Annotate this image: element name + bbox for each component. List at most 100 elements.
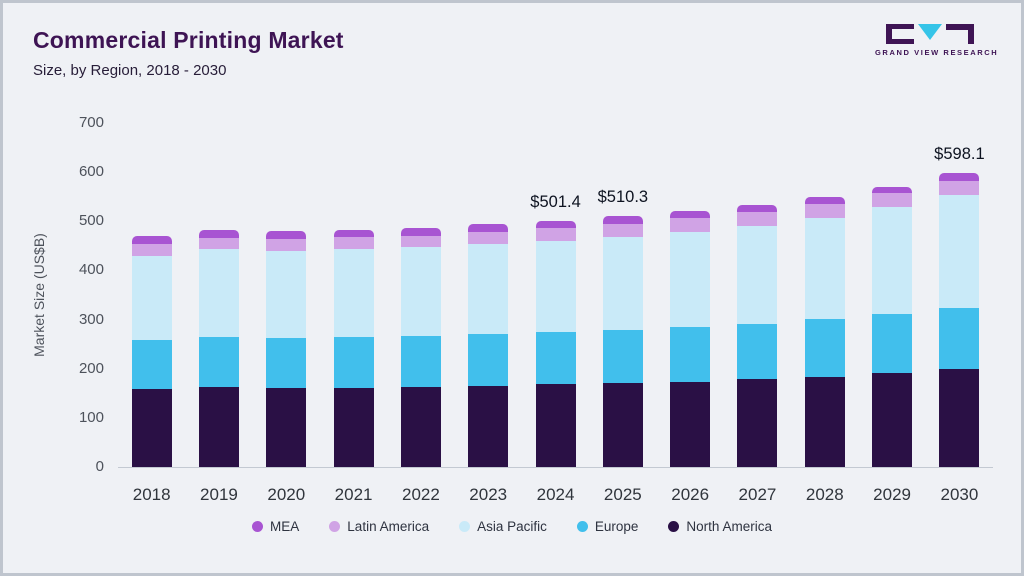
bar-segment-latin-america xyxy=(602,223,643,237)
bar-segment-latin-america xyxy=(670,218,711,232)
bar-segment-asia-pacific xyxy=(737,225,778,324)
bar-column: $510.3 2025 xyxy=(589,123,656,504)
bar-segment-europe xyxy=(602,329,643,384)
page-title: Commercial Printing Market xyxy=(33,27,344,53)
legend-label: MEA xyxy=(270,519,300,534)
bar-stack xyxy=(400,228,441,467)
y-axis: 0 100 200 300 400 500 600 700 xyxy=(56,114,104,475)
bar-segment-europe xyxy=(131,340,172,390)
bar-stack xyxy=(468,224,509,467)
legend-item: North America xyxy=(668,519,772,534)
bar-segment-asia-pacific xyxy=(198,249,239,337)
bar-segment-latin-america xyxy=(333,237,374,250)
bar-segment-asia-pacific xyxy=(804,217,845,320)
bar-segment-europe xyxy=(872,314,913,373)
bar-segment-north-america xyxy=(535,384,576,467)
bar-segment-europe xyxy=(266,337,307,389)
legend-dot-north-america xyxy=(668,521,680,532)
bar-segment-mea xyxy=(266,230,307,239)
bar-segment-europe xyxy=(198,336,239,388)
logo-icon xyxy=(886,24,974,44)
bar-column: 2023 xyxy=(455,123,522,504)
y-tick-label: 0 xyxy=(95,458,104,475)
x-axis-label: 2019 xyxy=(200,485,238,504)
bar-segment-mea xyxy=(198,229,239,238)
bar-segment-mea xyxy=(131,236,172,244)
bar-stack xyxy=(939,173,980,467)
x-axis-label: 2022 xyxy=(401,485,440,504)
legend-item: Latin America xyxy=(329,519,429,534)
legend-item: Asia Pacific xyxy=(459,519,547,534)
bar-segment-europe xyxy=(670,326,711,382)
bar-segment-asia-pacific xyxy=(872,207,913,315)
x-axis-label: 2023 xyxy=(469,485,508,504)
y-tick-label: 100 xyxy=(78,408,104,426)
legend: MEA Latin America Asia Pacific Europe North … xyxy=(3,519,1021,534)
page-subtitle: Size, by Region, 2018 - 2030 xyxy=(33,62,227,79)
bar-segment-north-america xyxy=(737,379,778,467)
y-tick-label: 400 xyxy=(78,261,104,279)
legend-item: MEA xyxy=(252,519,299,534)
bar-segment-latin-america xyxy=(872,193,913,208)
bar-segment-europe xyxy=(535,332,576,385)
logo-text: GRAND VIEW RESEARCH xyxy=(875,48,999,57)
bar-segment-europe xyxy=(400,335,441,387)
legend-item: Europe xyxy=(576,519,638,534)
bar-stack xyxy=(670,211,711,467)
bar-segment-asia-pacific xyxy=(939,195,980,309)
y-tick-label: 300 xyxy=(78,310,104,328)
y-tick-label: 600 xyxy=(78,163,104,181)
bar-column: 2022 xyxy=(387,123,454,504)
bar-value-label: $598.1 xyxy=(934,145,985,164)
bar-segment-asia-pacific xyxy=(602,236,643,330)
bar-segment-mea xyxy=(939,173,980,182)
bar-stack xyxy=(131,236,172,467)
plot-area: 2018 2019 2020 2021 2022 2023 $501.4 2024 $510.3… xyxy=(118,123,993,504)
bar-segment-mea xyxy=(333,229,374,238)
x-axis-label: 2020 xyxy=(267,485,306,504)
x-axis-label: 2021 xyxy=(334,485,373,504)
bar-segment-north-america xyxy=(872,372,913,467)
bar-segment-north-america xyxy=(266,388,307,467)
bar-segment-latin-america xyxy=(535,228,576,241)
bar-segment-north-america xyxy=(131,389,172,467)
x-axis-label: 2027 xyxy=(738,485,777,504)
bar-segment-europe xyxy=(737,323,778,380)
bar-segment-latin-america xyxy=(400,235,441,248)
bar-stack xyxy=(535,220,576,467)
y-tick-label: 500 xyxy=(78,212,104,230)
bar-value-label: $501.4 xyxy=(530,192,581,211)
x-axis-label: 2024 xyxy=(536,485,575,504)
bar-segment-asia-pacific xyxy=(468,244,509,334)
bar-segment-latin-america xyxy=(804,204,845,218)
bar-segment-mea xyxy=(400,228,441,236)
x-axis-label: 2028 xyxy=(805,485,844,504)
y-tick-label: 700 xyxy=(78,114,104,131)
bar-segment-europe xyxy=(468,333,509,386)
bar-stack xyxy=(872,186,913,467)
x-axis-label: 2029 xyxy=(873,485,911,504)
bar-segment-mea xyxy=(737,205,778,212)
bar-column: 2021 xyxy=(320,123,387,504)
bar-column: 2027 xyxy=(724,123,791,504)
header: Commercial Printing Market Size, by Regi… xyxy=(3,3,1021,79)
bar-segment-north-america xyxy=(804,376,845,467)
bar-segment-mea xyxy=(670,211,711,219)
bar-stack xyxy=(198,229,239,467)
legend-label: Asia Pacific xyxy=(477,519,547,534)
x-axis-label: 2025 xyxy=(603,485,642,504)
bar-column: $501.4 2024 xyxy=(522,123,589,504)
bar-column: 2029 xyxy=(858,123,925,504)
y-axis-title: Market Size (US$B) xyxy=(31,233,47,357)
x-axis-label: 2026 xyxy=(671,485,710,504)
bar-stack xyxy=(602,216,643,467)
bar-segment-north-america xyxy=(468,385,509,467)
bar-segment-mea xyxy=(804,197,845,205)
legend-dot-asia-pacific xyxy=(459,521,471,532)
bar-segment-north-america xyxy=(198,387,239,467)
bar-segment-mea xyxy=(468,224,509,233)
legend-dot-mea xyxy=(252,521,264,532)
bar-segment-latin-america xyxy=(198,237,239,250)
legend-dot-latin-america xyxy=(329,521,341,532)
